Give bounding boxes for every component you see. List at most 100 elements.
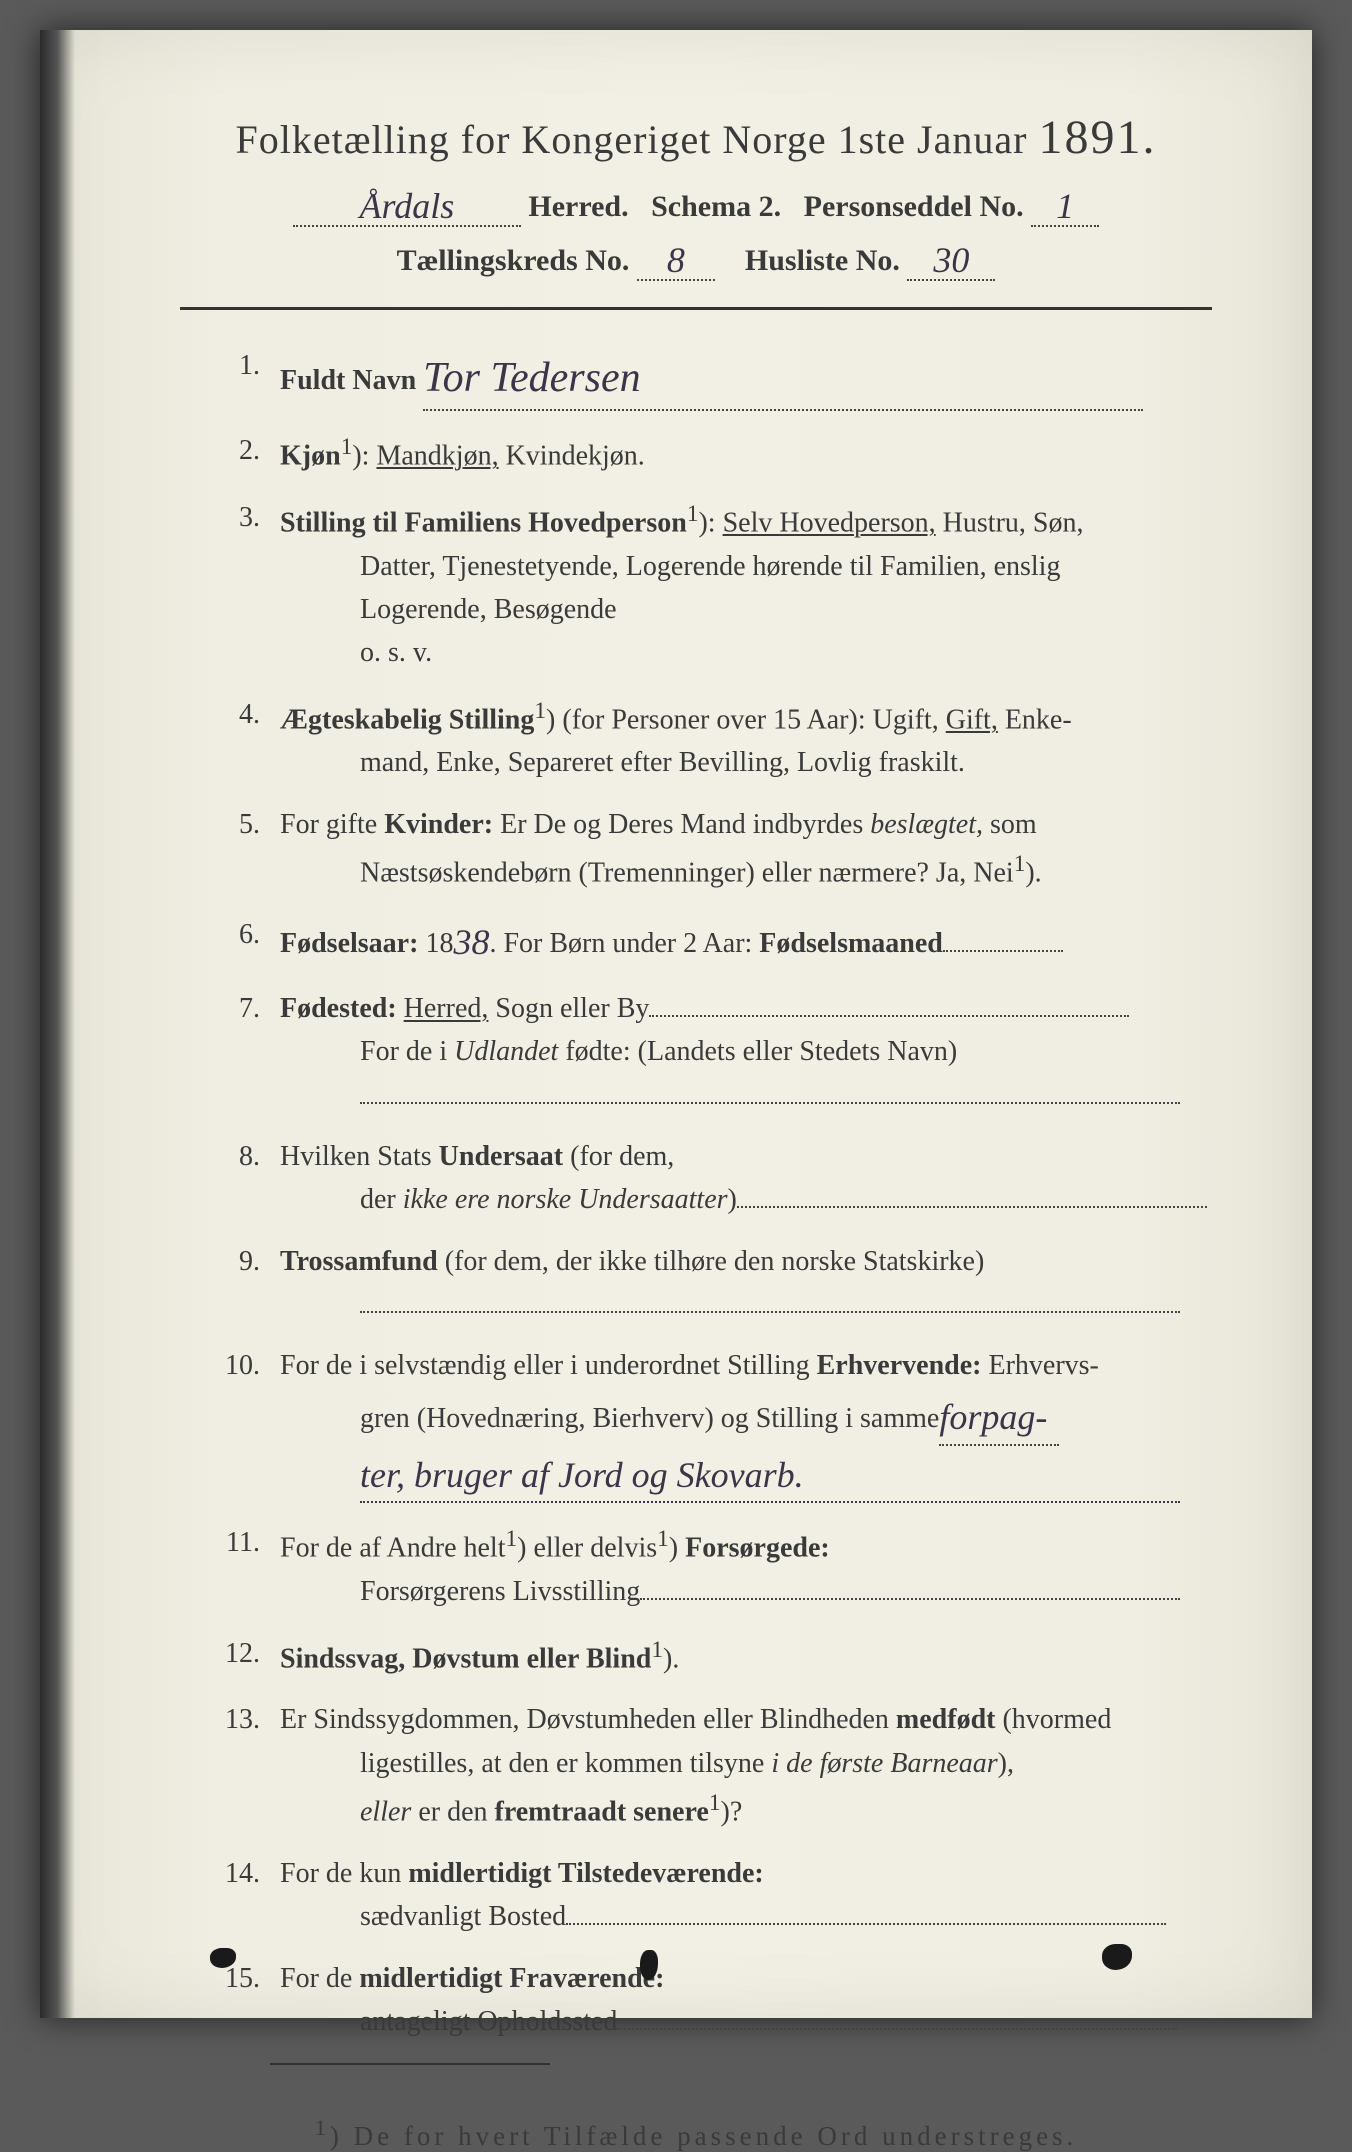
name-field: Tor Tedersen <box>423 344 1143 411</box>
provider-field <box>640 1598 1180 1600</box>
t10b: Erhvervende: <box>817 1350 982 1381</box>
line14-2: sædvanligt Bosted <box>280 1895 1212 1938</box>
entry-9: 9. Trossamfund (for dem, der ikke tilhør… <box>200 1240 1212 1327</box>
sep-4: ) <box>546 704 555 735</box>
body-1: Fuldt Navn Tor Tedersen <box>280 344 1212 411</box>
footnote: 1) De for hvert Tilfælde passende Ord un… <box>180 2115 1212 2152</box>
fn-sup: 1 <box>315 2115 330 2140</box>
herred-field: Årdals <box>293 183 521 227</box>
opt-selv: Selv Hovedperson, <box>723 507 936 538</box>
entry-11: 11. For de af Andre helt1) eller delvis1… <box>200 1521 1212 1613</box>
entry-7: 7. Fødested: Herred, Sogn eller By For d… <box>200 987 1212 1117</box>
personseddel-value: 1 <box>1056 186 1074 226</box>
body-11: For de af Andre helt1) eller delvis1) Fo… <box>280 1521 1212 1613</box>
entry-12: 12. Sindssvag, Døvstum eller Blind1). <box>200 1632 1212 1681</box>
t7a: For de i <box>360 1036 454 1067</box>
label-9: Trossamfund <box>280 1246 438 1277</box>
occ-value-2: ter, bruger af Jord og Skovarb. <box>360 1455 804 1495</box>
t15b: midlertidigt Fraværende: <box>359 1963 664 1994</box>
occ-field-2: ter, bruger af Jord og Skovarb. <box>360 1446 1180 1504</box>
line15-2: antageligt Opholdssted <box>280 2000 1212 2043</box>
citizen-field <box>737 1206 1207 1208</box>
t8d: der <box>360 1184 403 1215</box>
label-2: Kjøn <box>280 440 341 471</box>
num-11: 11. <box>200 1521 280 1564</box>
personseddel-label: Personseddel No. <box>804 190 1024 223</box>
entry-5: 5. For gifte Kvinder: Er De og Deres Man… <box>200 803 1212 895</box>
t10c: Erhvervs- <box>981 1350 1098 1381</box>
t5l2: Næstsøskendebørn (Tremenninger) eller næ… <box>360 858 1014 889</box>
num-9: 9. <box>200 1240 280 1283</box>
t5c: Er De og Deres Mand indbyrdes <box>493 809 870 840</box>
t11a: For de af Andre helt <box>280 1533 506 1564</box>
t11c: Forsørgede: <box>685 1533 830 1564</box>
name-value: Tor Tedersen <box>423 355 640 401</box>
occ-value-1: forpag- <box>939 1397 1047 1437</box>
birthplace-field <box>649 1015 1129 1017</box>
t13i: fremtraadt senere <box>495 1796 709 1827</box>
line13-3: eller er den fremtraadt senere1)? <box>280 1785 1212 1834</box>
sup-13: 1 <box>709 1790 721 1816</box>
body-2: Kjøn1): Mandkjøn, Kvindekjøn. <box>280 429 1212 478</box>
t8a: Hvilken Stats <box>280 1141 439 1172</box>
body-12: Sindssvag, Døvstum eller Blind1). <box>280 1632 1212 1681</box>
line8-2: der ikke ere norske Undersaatter) <box>280 1178 1212 1221</box>
body-14: For de kun midlertidigt Tilstedeværende:… <box>280 1852 1212 1939</box>
body-10: For de i selvstændig eller i underordnet… <box>280 1344 1212 1503</box>
t13j: )? <box>721 1796 743 1827</box>
binding-shadow <box>40 30 75 2018</box>
entry-2: 2. Kjøn1): Mandkjøn, Kvindekjøn. <box>200 429 1212 478</box>
t7c: fødte: (Landets eller Stedets Navn) <box>558 1036 957 1067</box>
year-field: 38 <box>453 928 489 959</box>
t11d: Forsørgerens Livsstilling <box>360 1576 640 1607</box>
line13-2: ligestilles, at den er kommen tilsyne i … <box>280 1742 1212 1785</box>
t15a: For de <box>280 1963 359 1994</box>
label-6: Fødselsaar: <box>280 928 418 959</box>
suffix-6: . For Børn under 2 Aar: <box>489 928 759 959</box>
line4-2: mand, Enke, Separeret efter Bevilling, L… <box>280 741 1212 784</box>
sup-11a: 1 <box>506 1526 518 1552</box>
line9-2 <box>280 1283 1212 1326</box>
t5a: For gifte <box>280 809 384 840</box>
num-5: 5. <box>200 803 280 846</box>
husliste-label: Husliste No. <box>745 244 900 277</box>
herred-value: Årdals <box>360 186 455 226</box>
fn-text: ) De for hvert Tilfælde passende Ord und… <box>330 2121 1077 2151</box>
num-1: 1. <box>200 344 280 387</box>
body-4: Ægteskabelig Stilling1) (for Personer ov… <box>280 693 1212 785</box>
sep-5: ). <box>1025 858 1041 889</box>
header-line-2: Årdals Herred. Schema 2. Personseddel No… <box>180 183 1212 227</box>
divider-bottom <box>270 2063 550 2065</box>
entry-14: 14. For de kun midlertidigt Tilstedevære… <box>200 1852 1212 1939</box>
sup-4: 1 <box>534 698 546 724</box>
num-10: 10. <box>200 1344 280 1387</box>
num-12: 12. <box>200 1632 280 1675</box>
personseddel-field: 1 <box>1031 183 1099 227</box>
sup-2: 1 <box>341 434 353 460</box>
t13d: ligestilles, at den er kommen tilsyne <box>360 1748 771 1779</box>
husliste-field: 30 <box>907 237 995 281</box>
main-title: Folketælling for Kongeriget Norge 1ste J… <box>180 110 1212 165</box>
title-text: Folketælling for Kongeriget Norge 1ste J… <box>236 117 1028 162</box>
t5e: som <box>983 809 1037 840</box>
line7-3 <box>280 1074 1212 1117</box>
num-13: 13. <box>200 1698 280 1741</box>
entry-6: 6. Fødselsaar: 1838. For Børn under 2 Aa… <box>200 913 1212 969</box>
label-4: Ægteskabelig Stilling <box>280 704 534 735</box>
sep-12: ). <box>663 1643 679 1674</box>
t5d: beslægtet, <box>870 809 983 840</box>
label-3: Stilling til Familiens Hovedperson <box>280 507 687 538</box>
opt-mandkjon: Mandkjøn, <box>376 440 498 471</box>
year-value: 38 <box>453 922 489 962</box>
sup-5: 1 <box>1014 851 1026 877</box>
body-13: Er Sindssygdommen, Døvstumheden eller Bl… <box>280 1698 1212 1834</box>
line3-4: o. s. v. <box>280 631 1212 674</box>
abroad-field <box>360 1102 1180 1104</box>
entry-1: 1. Fuldt Navn Tor Tedersen <box>200 344 1212 411</box>
t13h: er den <box>411 1796 494 1827</box>
sup-12: 1 <box>651 1637 663 1663</box>
label-7: Fødested: <box>280 993 397 1024</box>
prefix-6: 18 <box>425 928 453 959</box>
rest-9: (for dem, der ikke tilhøre den norske St… <box>438 1246 985 1277</box>
t10a: For de i selvstændig eller i underordnet… <box>280 1350 817 1381</box>
